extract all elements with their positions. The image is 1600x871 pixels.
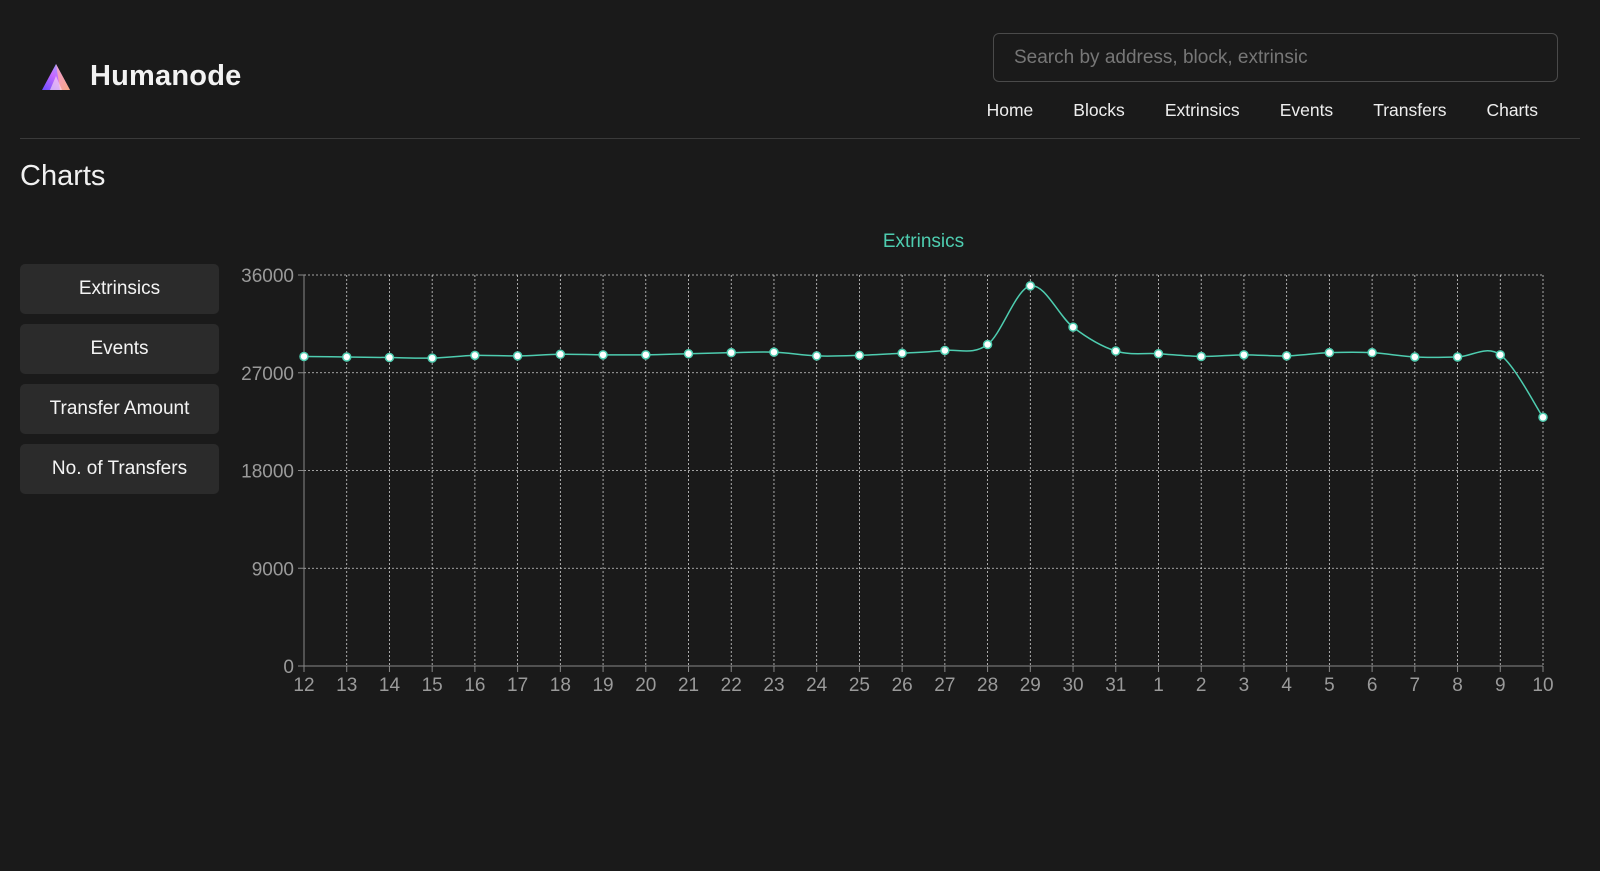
data-point[interactable] (641, 350, 651, 360)
x-tick-label: 10 (1532, 675, 1553, 696)
data-point[interactable] (1538, 412, 1548, 423)
x-tick-label: 16 (464, 675, 485, 696)
x-tick-label: 19 (592, 675, 613, 696)
data-point[interactable] (769, 347, 779, 357)
y-tick-label: 0 (283, 657, 294, 678)
nav-item-home[interactable]: Home (986, 100, 1034, 120)
data-point[interactable] (982, 339, 993, 350)
data-point[interactable] (1281, 351, 1292, 361)
data-point[interactable] (1111, 346, 1121, 356)
data-point[interactable] (1068, 322, 1078, 332)
data-point[interactable] (470, 350, 480, 361)
chart-button-extrinsics[interactable]: Extrinsics (20, 264, 219, 314)
data-point[interactable] (940, 345, 950, 356)
data-point[interactable] (683, 348, 694, 359)
chart-button-transfer-amount[interactable]: Transfer Amount (20, 384, 219, 434)
data-point[interactable] (598, 350, 608, 360)
x-tick-label: 14 (379, 675, 401, 696)
x-tick-label: 13 (336, 675, 357, 696)
x-tick-label: 27 (934, 675, 955, 696)
x-tick-label: 26 (892, 675, 913, 696)
data-point[interactable] (1452, 352, 1463, 362)
top-nav: Home Blocks Extrinsics Events Transfers … (947, 100, 1538, 121)
x-tick-label: 25 (849, 675, 870, 696)
search-input[interactable] (993, 33, 1558, 82)
humanode-logo-icon (42, 63, 70, 90)
x-tick-label: 5 (1324, 675, 1335, 696)
x-tick-label: 20 (635, 675, 656, 696)
nav-item-blocks[interactable]: Blocks (1073, 100, 1125, 120)
x-tick-label: 4 (1281, 675, 1292, 696)
x-tick-label: 15 (422, 675, 443, 696)
header: Humanode Home Blocks Extrinsics Events T… (20, 0, 1580, 139)
x-tick-label: 2 (1196, 675, 1207, 696)
data-point[interactable] (726, 347, 736, 358)
x-tick-label: 9 (1495, 675, 1506, 696)
data-point[interactable] (1025, 281, 1036, 291)
data-point[interactable] (1367, 347, 1377, 358)
x-tick-label: 1 (1153, 675, 1164, 696)
data-point[interactable] (555, 349, 566, 360)
data-point[interactable] (1196, 351, 1206, 362)
app-name: Humanode (90, 60, 242, 92)
data-point[interactable] (427, 353, 437, 363)
nav-item-extrinsics[interactable]: Extrinsics (1164, 100, 1240, 120)
x-tick-label: 12 (293, 675, 314, 696)
x-tick-label: 23 (763, 675, 784, 696)
data-point[interactable] (811, 351, 822, 361)
data-point[interactable] (1324, 347, 1335, 358)
x-tick-label: 8 (1452, 675, 1463, 696)
chart-selector: Extrinsics Events Transfer Amount No. of… (20, 264, 219, 504)
nav-item-events[interactable]: Events (1279, 100, 1334, 120)
series-line (303, 285, 1544, 418)
nav-item-charts[interactable]: Charts (1486, 100, 1538, 120)
x-tick-label: 24 (806, 675, 828, 696)
chart-container: Extrinsics 0 9000 18000 27000 36000 12 13 14 15 16… (225, 225, 1600, 725)
x-tick-label: 28 (977, 675, 998, 696)
data-point[interactable] (1153, 348, 1164, 359)
page-title: Charts (20, 160, 106, 192)
data-point[interactable] (341, 352, 352, 362)
data-point[interactable] (384, 352, 395, 363)
logo[interactable]: Humanode (40, 60, 241, 93)
data-point[interactable] (299, 351, 309, 362)
x-tick-label: 3 (1239, 675, 1250, 696)
chart-button-events[interactable]: Events (20, 324, 219, 374)
y-tick-label: 36000 (241, 266, 294, 287)
nav-item-transfers[interactable]: Transfers (1373, 100, 1447, 120)
x-tick-label: 30 (1062, 675, 1083, 696)
x-tick-label: 17 (507, 675, 528, 696)
data-point[interactable] (512, 351, 523, 361)
y-tick-label: 18000 (241, 462, 294, 483)
chart-button-no-of-transfers[interactable]: No. of Transfers (20, 444, 219, 494)
data-point[interactable] (897, 348, 907, 358)
x-tick-label: 6 (1367, 675, 1378, 696)
y-tick-label: 27000 (241, 364, 294, 385)
x-tick-label: 21 (678, 675, 699, 696)
data-point[interactable] (854, 350, 865, 361)
x-tick-label: 22 (721, 675, 742, 696)
data-point[interactable] (1495, 350, 1506, 360)
x-tick-label: 29 (1020, 675, 1041, 696)
x-tick-label: 31 (1105, 675, 1126, 696)
x-tick-label: 18 (550, 675, 571, 696)
x-tick-label: 7 (1410, 675, 1421, 696)
data-point[interactable] (1239, 350, 1249, 360)
chart-title: Extrinsics (883, 231, 964, 252)
data-point[interactable] (1410, 352, 1420, 362)
y-tick-label: 9000 (252, 559, 294, 580)
